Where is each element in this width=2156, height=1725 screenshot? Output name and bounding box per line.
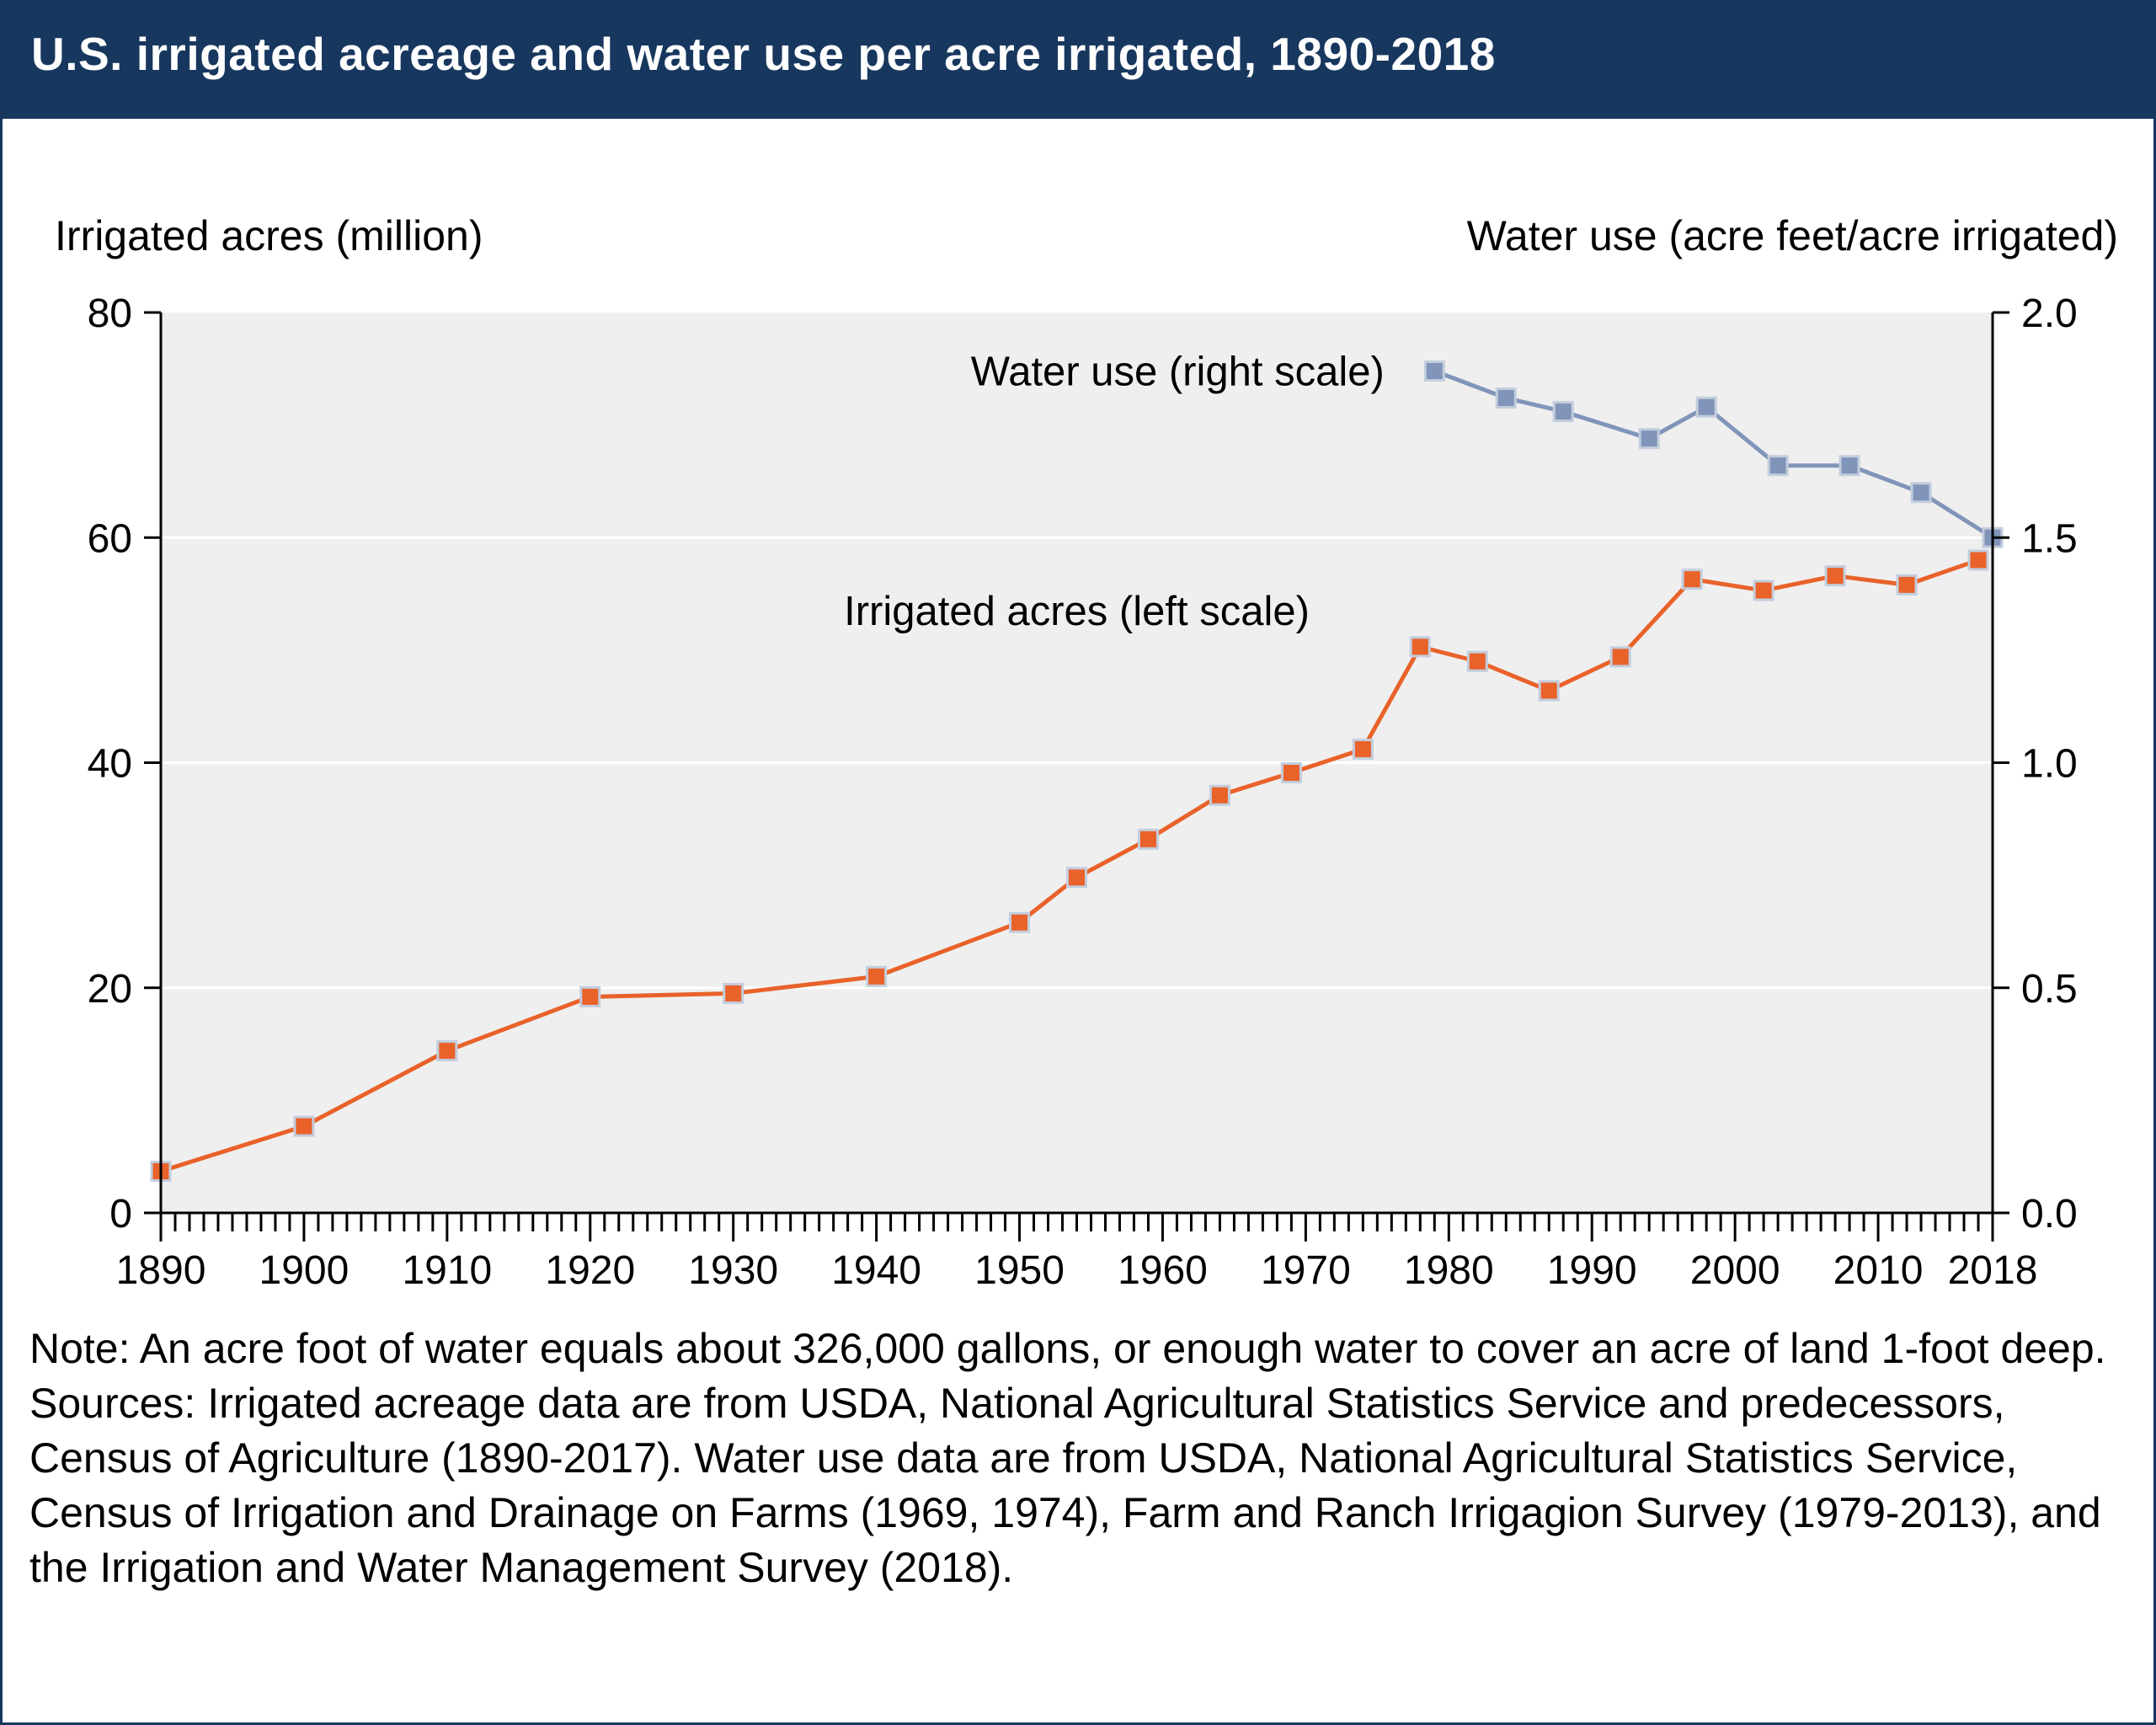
- left-axis-tick-label: 60: [88, 516, 132, 561]
- data-point-marker: [1538, 680, 1560, 702]
- x-axis-tick-label: 1910: [402, 1248, 492, 1293]
- chart-footnotes: Note: An acre foot of water equals about…: [29, 1322, 2135, 1595]
- data-point-marker: [1753, 579, 1774, 601]
- data-point-marker: [1495, 387, 1517, 409]
- data-point-marker: [1695, 396, 1717, 418]
- x-axis-tick-label: 2010: [1833, 1248, 1924, 1293]
- data-point-marker: [1967, 549, 1989, 571]
- chart-sources: Sources: Irrigated acreage data are from…: [29, 1380, 2101, 1591]
- data-point-marker: [1423, 360, 1445, 382]
- left-axis-tick-label: 0: [109, 1192, 132, 1236]
- x-axis-tick-label: 1960: [1118, 1248, 1208, 1293]
- x-axis-tick-label: 1890: [116, 1248, 206, 1293]
- x-axis-tick-label: 1900: [259, 1248, 350, 1293]
- axis-header-row: Irrigated acres (million) Water use (acr…: [55, 211, 2118, 260]
- line-chart: 0 20 40 60 80 0.0 0.5 1.0 1.5 2.0 1890 1900 1910 1920…: [88, 291, 2078, 1293]
- data-point-marker: [1609, 646, 1631, 668]
- data-point-marker: [1009, 911, 1031, 933]
- data-point-marker: [1910, 482, 1932, 504]
- left-axis-tick-label: 40: [88, 742, 132, 787]
- x-axis-tick-label: 1920: [545, 1248, 635, 1293]
- data-point-marker: [723, 982, 744, 1004]
- data-point-marker: [1767, 455, 1789, 477]
- chart-annotation: Water use (right scale): [971, 349, 1385, 394]
- chart-note: Note: An acre foot of water equals about…: [29, 1325, 2106, 1372]
- data-point-marker: [1066, 867, 1087, 889]
- data-point-marker: [1352, 738, 1374, 760]
- x-axis-tick-label: 1990: [1547, 1248, 1637, 1293]
- data-point-marker: [1280, 762, 1302, 784]
- x-axis-tick-label: 2018: [1948, 1248, 2038, 1293]
- right-axis-title: Water use (acre feet/acre irrigated): [1466, 212, 2118, 259]
- x-axis-tick-label: 1950: [974, 1248, 1065, 1293]
- data-point-marker: [293, 1115, 315, 1137]
- left-axis-title: Irrigated acres (million): [55, 212, 483, 259]
- left-axis-tick-label: 80: [88, 291, 132, 336]
- chart-title: U.S. irrigated acreage and water use per…: [31, 28, 1496, 80]
- data-point-marker: [1552, 401, 1574, 423]
- chart-title-bar: U.S. irrigated acreage and water use per…: [3, 3, 2153, 119]
- data-point-marker: [579, 985, 601, 1007]
- data-point-marker: [1896, 574, 1918, 595]
- x-axis-tick-label: 2000: [1690, 1248, 1780, 1293]
- data-point-marker: [1838, 455, 1860, 477]
- data-point-marker: [1824, 565, 1846, 587]
- right-axis-tick-label: 0.5: [2021, 967, 2078, 1012]
- x-axis-tick-label: 1930: [688, 1248, 778, 1293]
- right-axis-tick-label: 0.0: [2021, 1192, 2078, 1236]
- data-point-marker: [1681, 569, 1703, 590]
- chart-annotation: Irrigated acres (left scale): [844, 589, 1310, 634]
- right-axis-tick-label: 1.0: [2021, 742, 2078, 787]
- data-point-marker: [1466, 650, 1488, 672]
- data-point-marker: [866, 965, 888, 987]
- data-point-marker: [436, 1040, 458, 1062]
- left-axis-tick-label: 20: [88, 967, 132, 1012]
- right-axis-tick-label: 1.5: [2021, 516, 2078, 561]
- data-point-marker: [1209, 784, 1230, 806]
- data-point-marker: [1638, 428, 1660, 450]
- x-axis-tick-label: 1940: [831, 1248, 921, 1293]
- data-point-marker: [1137, 828, 1159, 850]
- data-point-marker: [1409, 636, 1431, 658]
- x-axis-tick-label: 1980: [1404, 1248, 1494, 1293]
- x-axis-tick-label: 1970: [1261, 1248, 1351, 1293]
- right-axis-tick-label: 2.0: [2021, 291, 2078, 336]
